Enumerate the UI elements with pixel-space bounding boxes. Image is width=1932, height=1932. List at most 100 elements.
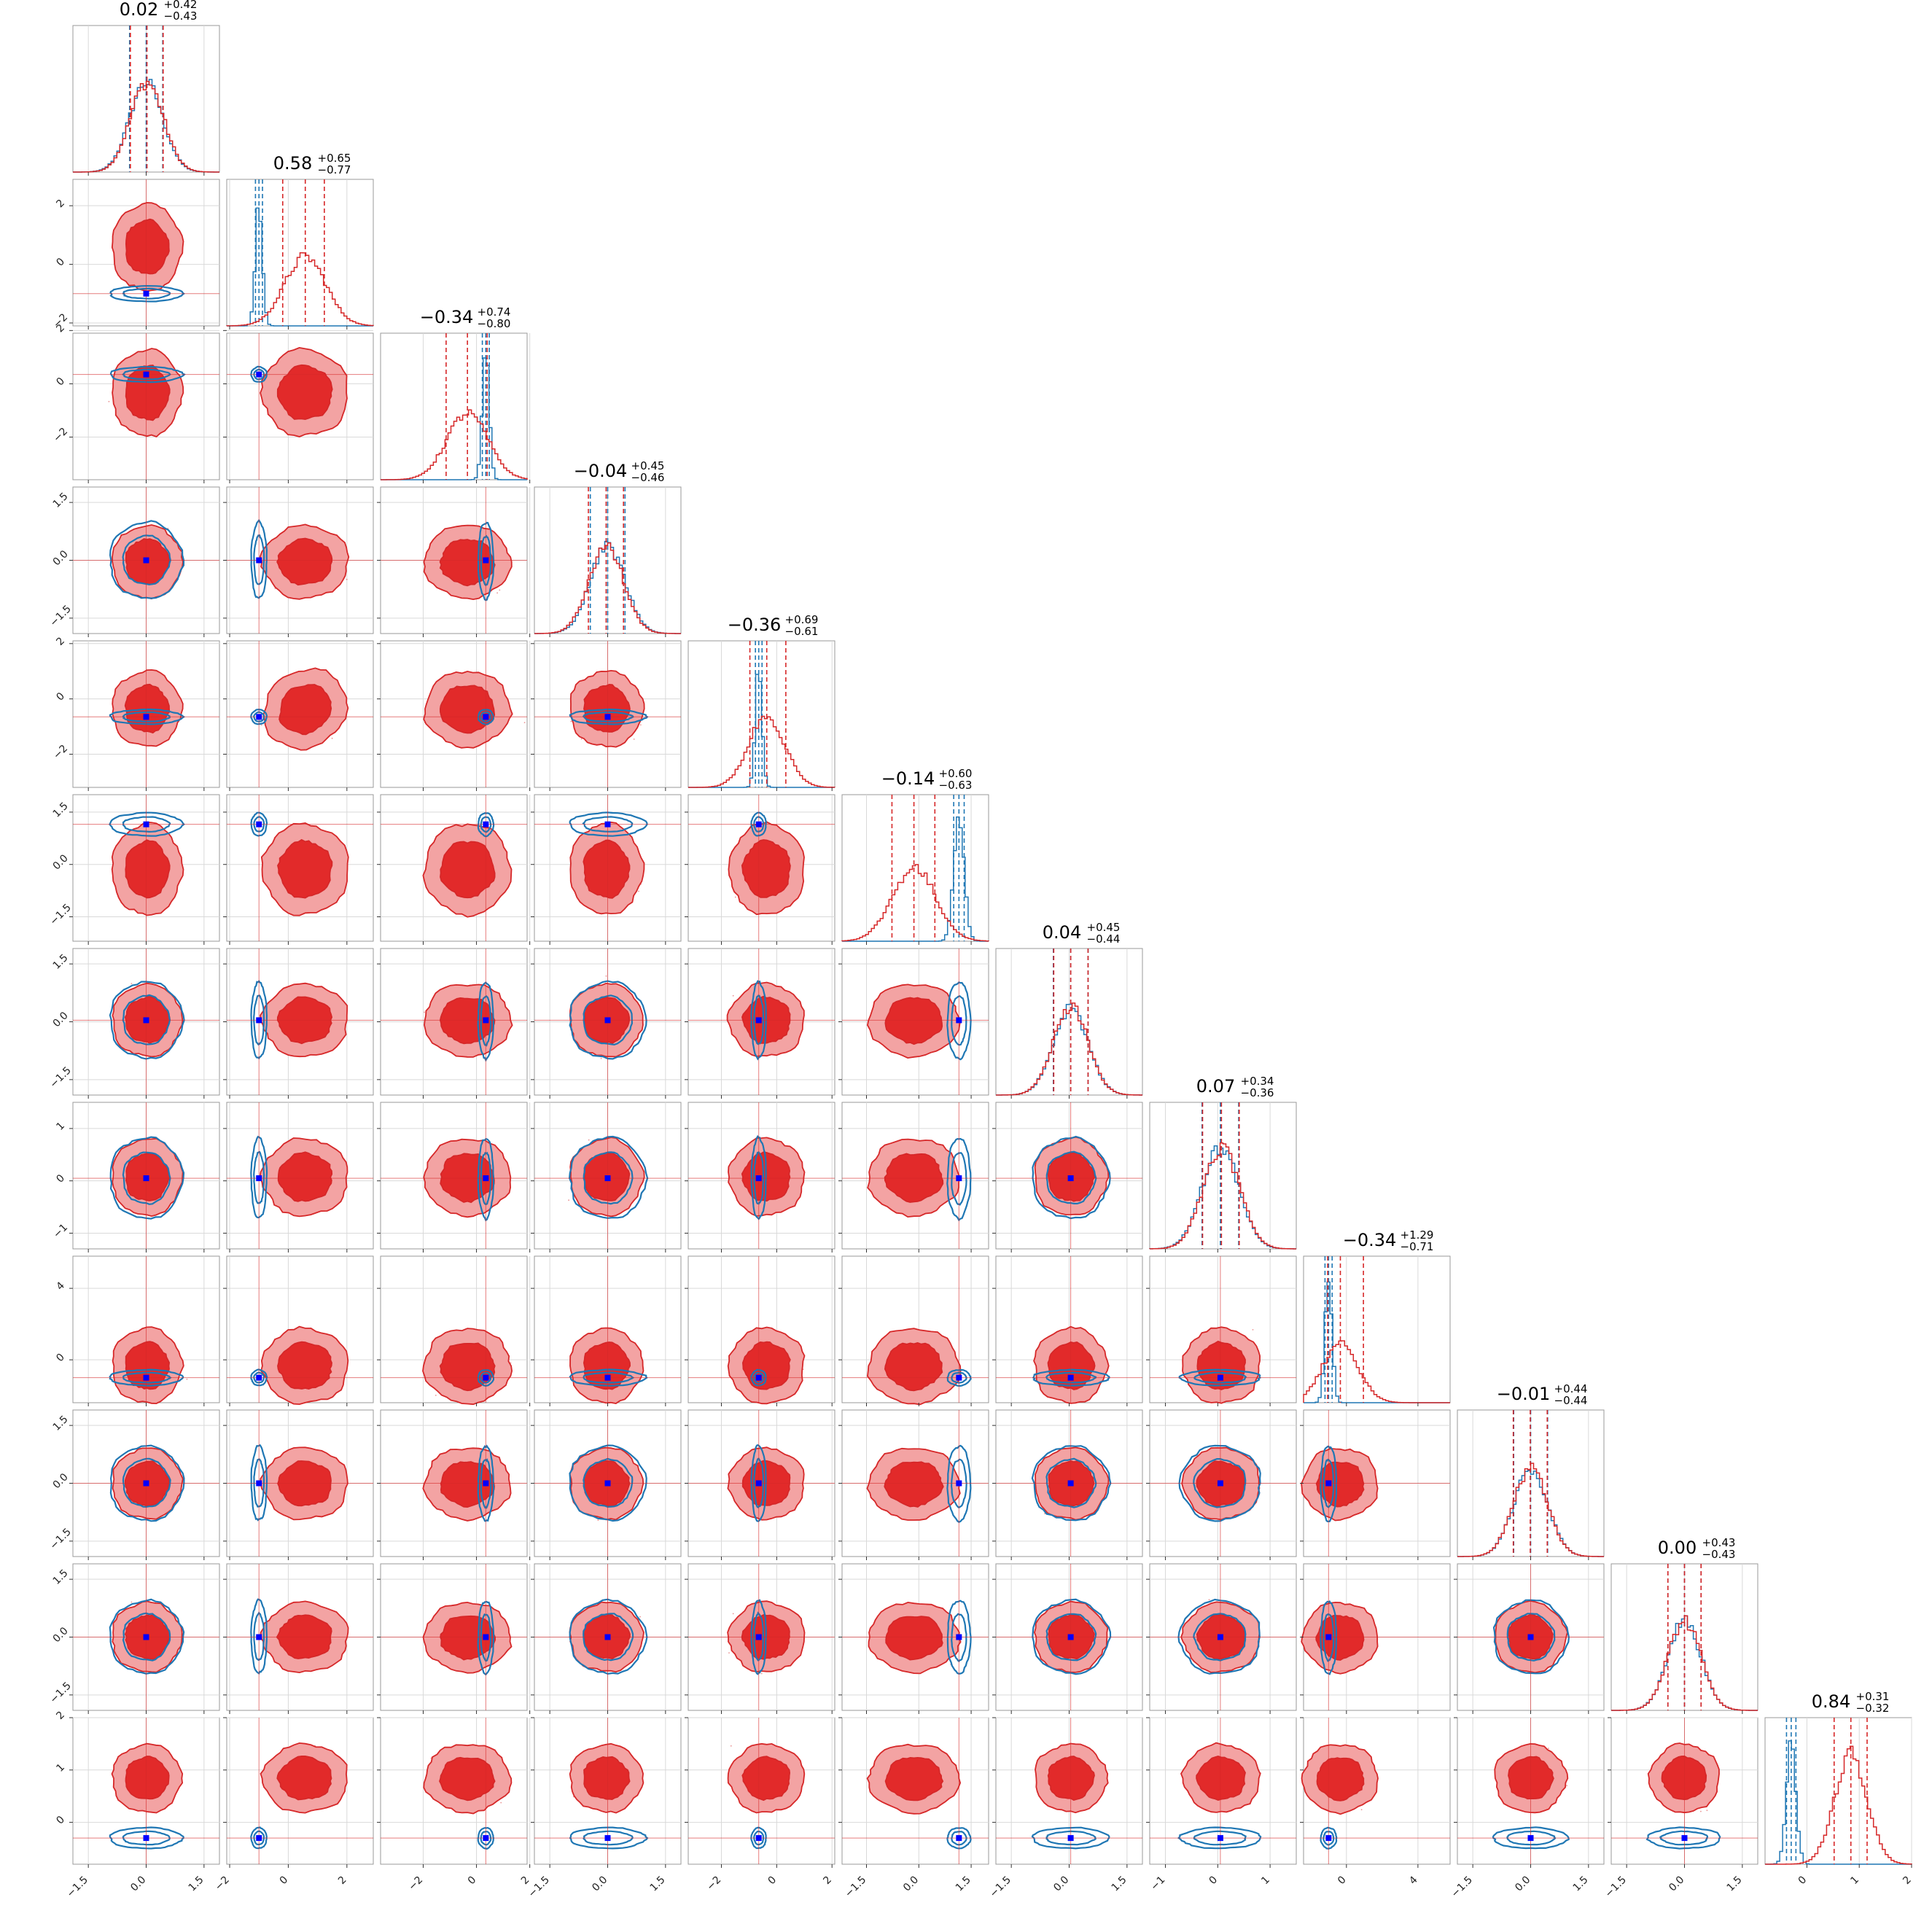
- truth-marker: [604, 1835, 611, 1842]
- panel-3-2: [377, 486, 531, 637]
- red-contours: [868, 1601, 962, 1675]
- y-tick-label: 2: [54, 1709, 67, 1722]
- panel-11-6: −1.5 0.0 1.5: [988, 1717, 1143, 1900]
- title-median: 0.02: [120, 0, 158, 20]
- panel-9-0: −1.5 0.0 1.5: [48, 1409, 220, 1560]
- x-tick-label: 4: [1407, 1874, 1420, 1887]
- truth-marker: [755, 1835, 762, 1842]
- y-tick-label: −1.5: [48, 1064, 74, 1090]
- panel-6-5: [838, 948, 989, 1099]
- panel-title: −0.36: [728, 615, 782, 635]
- title-median: −0.36: [728, 615, 782, 635]
- panel-title: 0.84: [1812, 1691, 1850, 1712]
- panel-10-0: −1.5 0.0 1.5: [48, 1563, 220, 1714]
- truth-marker: [1325, 1835, 1332, 1842]
- red-contour-inner: [583, 839, 631, 899]
- truth-marker: [143, 290, 149, 297]
- panel-8-8: −0.34 +1.29−0.71: [1303, 1228, 1451, 1406]
- red-contour-inner: [125, 1341, 171, 1390]
- panel-2-0: −202: [51, 322, 220, 483]
- panel-title: −0.04: [574, 461, 628, 481]
- truth-marker: [256, 714, 262, 720]
- sample-dot: [568, 1199, 569, 1201]
- panel-3-1: [223, 486, 374, 637]
- y-tick-label: 4: [54, 1279, 67, 1293]
- x-tick-label: −1.5: [65, 1874, 90, 1900]
- x-tick-label: 0: [1336, 1874, 1349, 1887]
- truth-marker: [1217, 1634, 1223, 1640]
- x-tick-label: 0: [278, 1874, 291, 1888]
- panel-title: 0.58: [273, 153, 312, 174]
- truth-marker: [1217, 1835, 1223, 1842]
- histogram-red: [381, 409, 528, 480]
- sample-dot: [1548, 1748, 1549, 1750]
- red-contour-inner: [741, 839, 791, 898]
- truth-marker: [256, 371, 262, 378]
- y-tick-label: 0.0: [51, 1010, 71, 1029]
- panel-9-6: [992, 1409, 1143, 1560]
- panel-2-2: −0.34 +0.74−0.80: [380, 305, 531, 483]
- title-median: −0.01: [1497, 1384, 1551, 1404]
- histogram-red: [73, 81, 219, 173]
- x-tick-label: −2: [213, 1874, 232, 1893]
- sample-dot: [523, 722, 526, 723]
- title-plus: +0.69: [785, 613, 819, 626]
- red-contours: [422, 823, 513, 918]
- title-minus: −0.46: [631, 471, 665, 484]
- truth-marker: [1325, 1480, 1332, 1487]
- sample-dot: [131, 983, 133, 984]
- title-plus: +0.65: [318, 152, 351, 165]
- truth-marker: [1067, 1374, 1074, 1381]
- title-minus: −0.43: [1702, 1548, 1736, 1561]
- truth-marker: [1067, 1835, 1074, 1842]
- truth-marker: [483, 1835, 489, 1842]
- truth-marker: [256, 1480, 262, 1487]
- truth-marker: [956, 1175, 962, 1182]
- y-tick-label: 0: [54, 1172, 67, 1185]
- y-tick-label: 2: [54, 635, 67, 648]
- sample-dot: [1044, 1513, 1045, 1515]
- x-tick-label: 0.0: [590, 1874, 609, 1894]
- x-tick-label: −1.5: [1449, 1874, 1475, 1900]
- panel-title: −0.34: [420, 307, 474, 327]
- truth-marker: [956, 1634, 962, 1640]
- y-tick-label: 0: [54, 256, 67, 269]
- sample-dot: [1360, 1809, 1363, 1811]
- truth-marker: [483, 1634, 489, 1640]
- sample-dot: [570, 720, 572, 722]
- truth-marker: [1067, 1634, 1074, 1640]
- truth-marker: [483, 1175, 489, 1182]
- panel-4-1: [223, 640, 374, 791]
- panel-4-2: [377, 640, 531, 791]
- x-tick-label: 0.0: [1051, 1874, 1071, 1894]
- red-contour-inner: [583, 683, 631, 733]
- sample-dot: [588, 1139, 590, 1141]
- truth-marker: [256, 1175, 262, 1182]
- panel-5-0: −1.5 0.0 1.5: [47, 794, 220, 945]
- y-tick-label: −1.5: [48, 603, 74, 628]
- panel-frame: [380, 332, 528, 480]
- histogram-blue: [227, 207, 373, 327]
- panel-frame: [841, 794, 989, 942]
- title-plus: +1.29: [1401, 1228, 1434, 1242]
- panel-11-2: −2 0 2: [377, 1717, 531, 1893]
- panel-7-5: [838, 1102, 989, 1253]
- truth-marker: [1527, 1835, 1534, 1842]
- truth-marker: [256, 557, 262, 564]
- sample-dot: [638, 890, 639, 892]
- red-contour-inner: [277, 838, 333, 899]
- title-median: 0.84: [1812, 1691, 1850, 1712]
- histogram-red: [534, 542, 681, 634]
- red-contour-inner: [884, 1341, 943, 1392]
- panel-1-0: −202: [51, 179, 220, 330]
- y-tick-label: −1: [51, 1222, 70, 1241]
- panel-8-0: 04: [54, 1255, 220, 1406]
- title-median: 0.58: [273, 153, 312, 174]
- x-tick-label: 2: [1901, 1874, 1914, 1888]
- panel-2-1: [223, 330, 374, 483]
- title-median: 0.04: [1043, 922, 1081, 943]
- panel-4-0: −2 0 2: [51, 635, 220, 791]
- red-contours: [260, 1325, 349, 1406]
- panel-title: 0.00: [1658, 1538, 1697, 1558]
- truth-marker: [604, 1480, 611, 1487]
